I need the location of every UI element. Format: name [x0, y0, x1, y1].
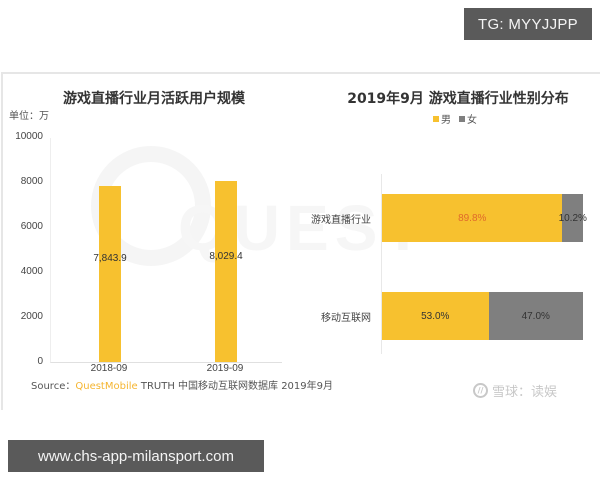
legend-swatch-icon: [459, 115, 465, 122]
bar-2018-09: [99, 185, 121, 362]
right-chart-legend: 男女: [433, 111, 477, 126]
y-tick-label: 4000: [20, 266, 43, 277]
source-note: Source：QuestMobile TRUTH 中国移动互联网数据库 2019…: [31, 377, 333, 392]
site-url-badge: www.chs-app-milansport.com: [8, 440, 264, 472]
female-segment: 10.2%: [559, 194, 587, 242]
y-tick-label: 0: [37, 356, 43, 367]
male-segment: 89.8%: [382, 194, 563, 242]
left-plot-area: 7,843.9 8,029.4: [50, 138, 282, 363]
stacked-bar-row: 89.8% 10.2%: [382, 194, 587, 242]
bar-2019-09: [215, 181, 237, 362]
stacked-bar-row: 53.0% 47.0%: [382, 292, 583, 340]
legend-item-male: 男: [433, 111, 451, 126]
legend-label: 男: [441, 115, 451, 126]
x-tick-label: 2018-09: [90, 363, 128, 374]
tg-contact-badge: TG: MYYJJPP: [464, 8, 592, 40]
y-tick-label: 8000: [20, 176, 43, 187]
female-segment: 47.0%: [488, 292, 583, 340]
y-axis-unit: 单位：万: [9, 111, 49, 122]
source-suffix: TRUTH 中国移动互联网数据库 2019年9月: [137, 381, 334, 392]
legend-swatch-icon: [433, 115, 439, 122]
legend-label: 女: [467, 115, 477, 126]
xueqiu-logo: // 雪球：读娱: [473, 381, 557, 400]
male-segment: 53.0%: [382, 292, 489, 340]
left-chart-title: 游戏直播行业月活跃用户规模: [63, 91, 245, 107]
y-tick-label: 6000: [20, 221, 43, 232]
legend-item-female: 女: [459, 111, 477, 126]
y-tick-label: 2000: [20, 311, 43, 322]
right-plot-area: 89.8% 10.2% 53.0% 47.0%: [381, 174, 587, 354]
bar-value-label: 7,843.9: [93, 252, 127, 264]
right-chart-title: 2019年9月 游戏直播行业性别分布: [347, 91, 569, 107]
source-brand: QuestMobile: [75, 381, 138, 392]
category-label: 移动互联网: [321, 313, 371, 324]
category-label: 游戏直播行业: [311, 215, 371, 226]
xueqiu-logo-text: 雪球：读娱: [492, 385, 558, 400]
x-tick-label: 2019-09: [206, 363, 244, 374]
chart-card: QUEST 游戏直播行业月活跃用户规模 单位：万 7,843.9 8,029.4 …: [1, 72, 600, 410]
bar-value-label: 8,029.4: [209, 250, 243, 262]
source-prefix: Source：: [31, 381, 76, 392]
xueqiu-logo-icon: //: [473, 383, 488, 398]
y-tick-label: 10000: [15, 131, 43, 142]
